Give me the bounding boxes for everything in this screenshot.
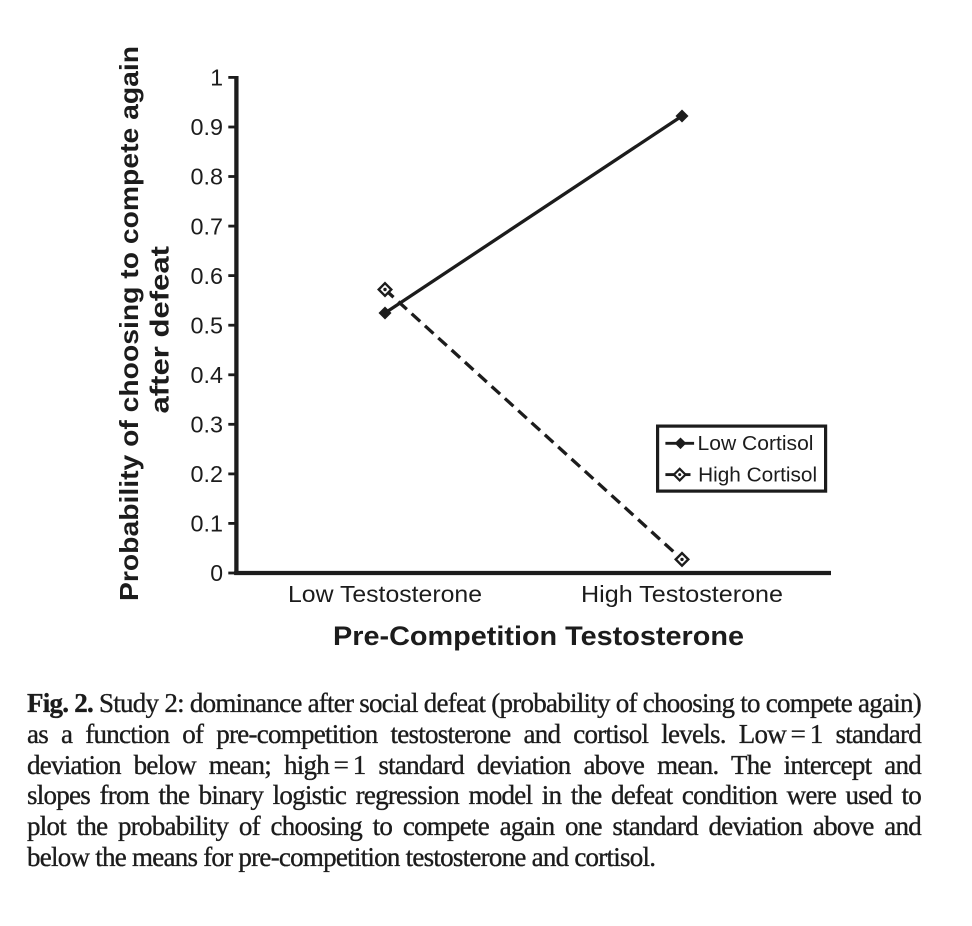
svg-text:Low Testosterone: Low Testosterone: [288, 581, 482, 607]
svg-text:1: 1: [210, 65, 223, 91]
svg-text:0.8: 0.8: [191, 164, 224, 190]
svg-text:High Testosterone: High Testosterone: [581, 581, 783, 607]
svg-text:Probability of choosing to com: Probability of choosing to compete again: [114, 46, 144, 601]
svg-text:0.3: 0.3: [191, 412, 224, 438]
svg-text:0.9: 0.9: [191, 114, 224, 140]
svg-text:0.4: 0.4: [191, 362, 224, 388]
svg-text:0: 0: [210, 560, 223, 586]
svg-text:0.1: 0.1: [191, 511, 224, 537]
svg-text:0.7: 0.7: [191, 213, 224, 239]
svg-text:0.2: 0.2: [191, 461, 224, 487]
svg-text:0.5: 0.5: [191, 312, 224, 338]
svg-text:after defeat: after defeat: [145, 246, 175, 414]
svg-text:Low Cortisol: Low Cortisol: [698, 432, 814, 455]
svg-text:High Cortisol: High Cortisol: [698, 464, 817, 487]
svg-text:0.6: 0.6: [191, 263, 224, 289]
svg-text:Pre-Competition Testosterone: Pre-Competition Testosterone: [333, 621, 744, 651]
